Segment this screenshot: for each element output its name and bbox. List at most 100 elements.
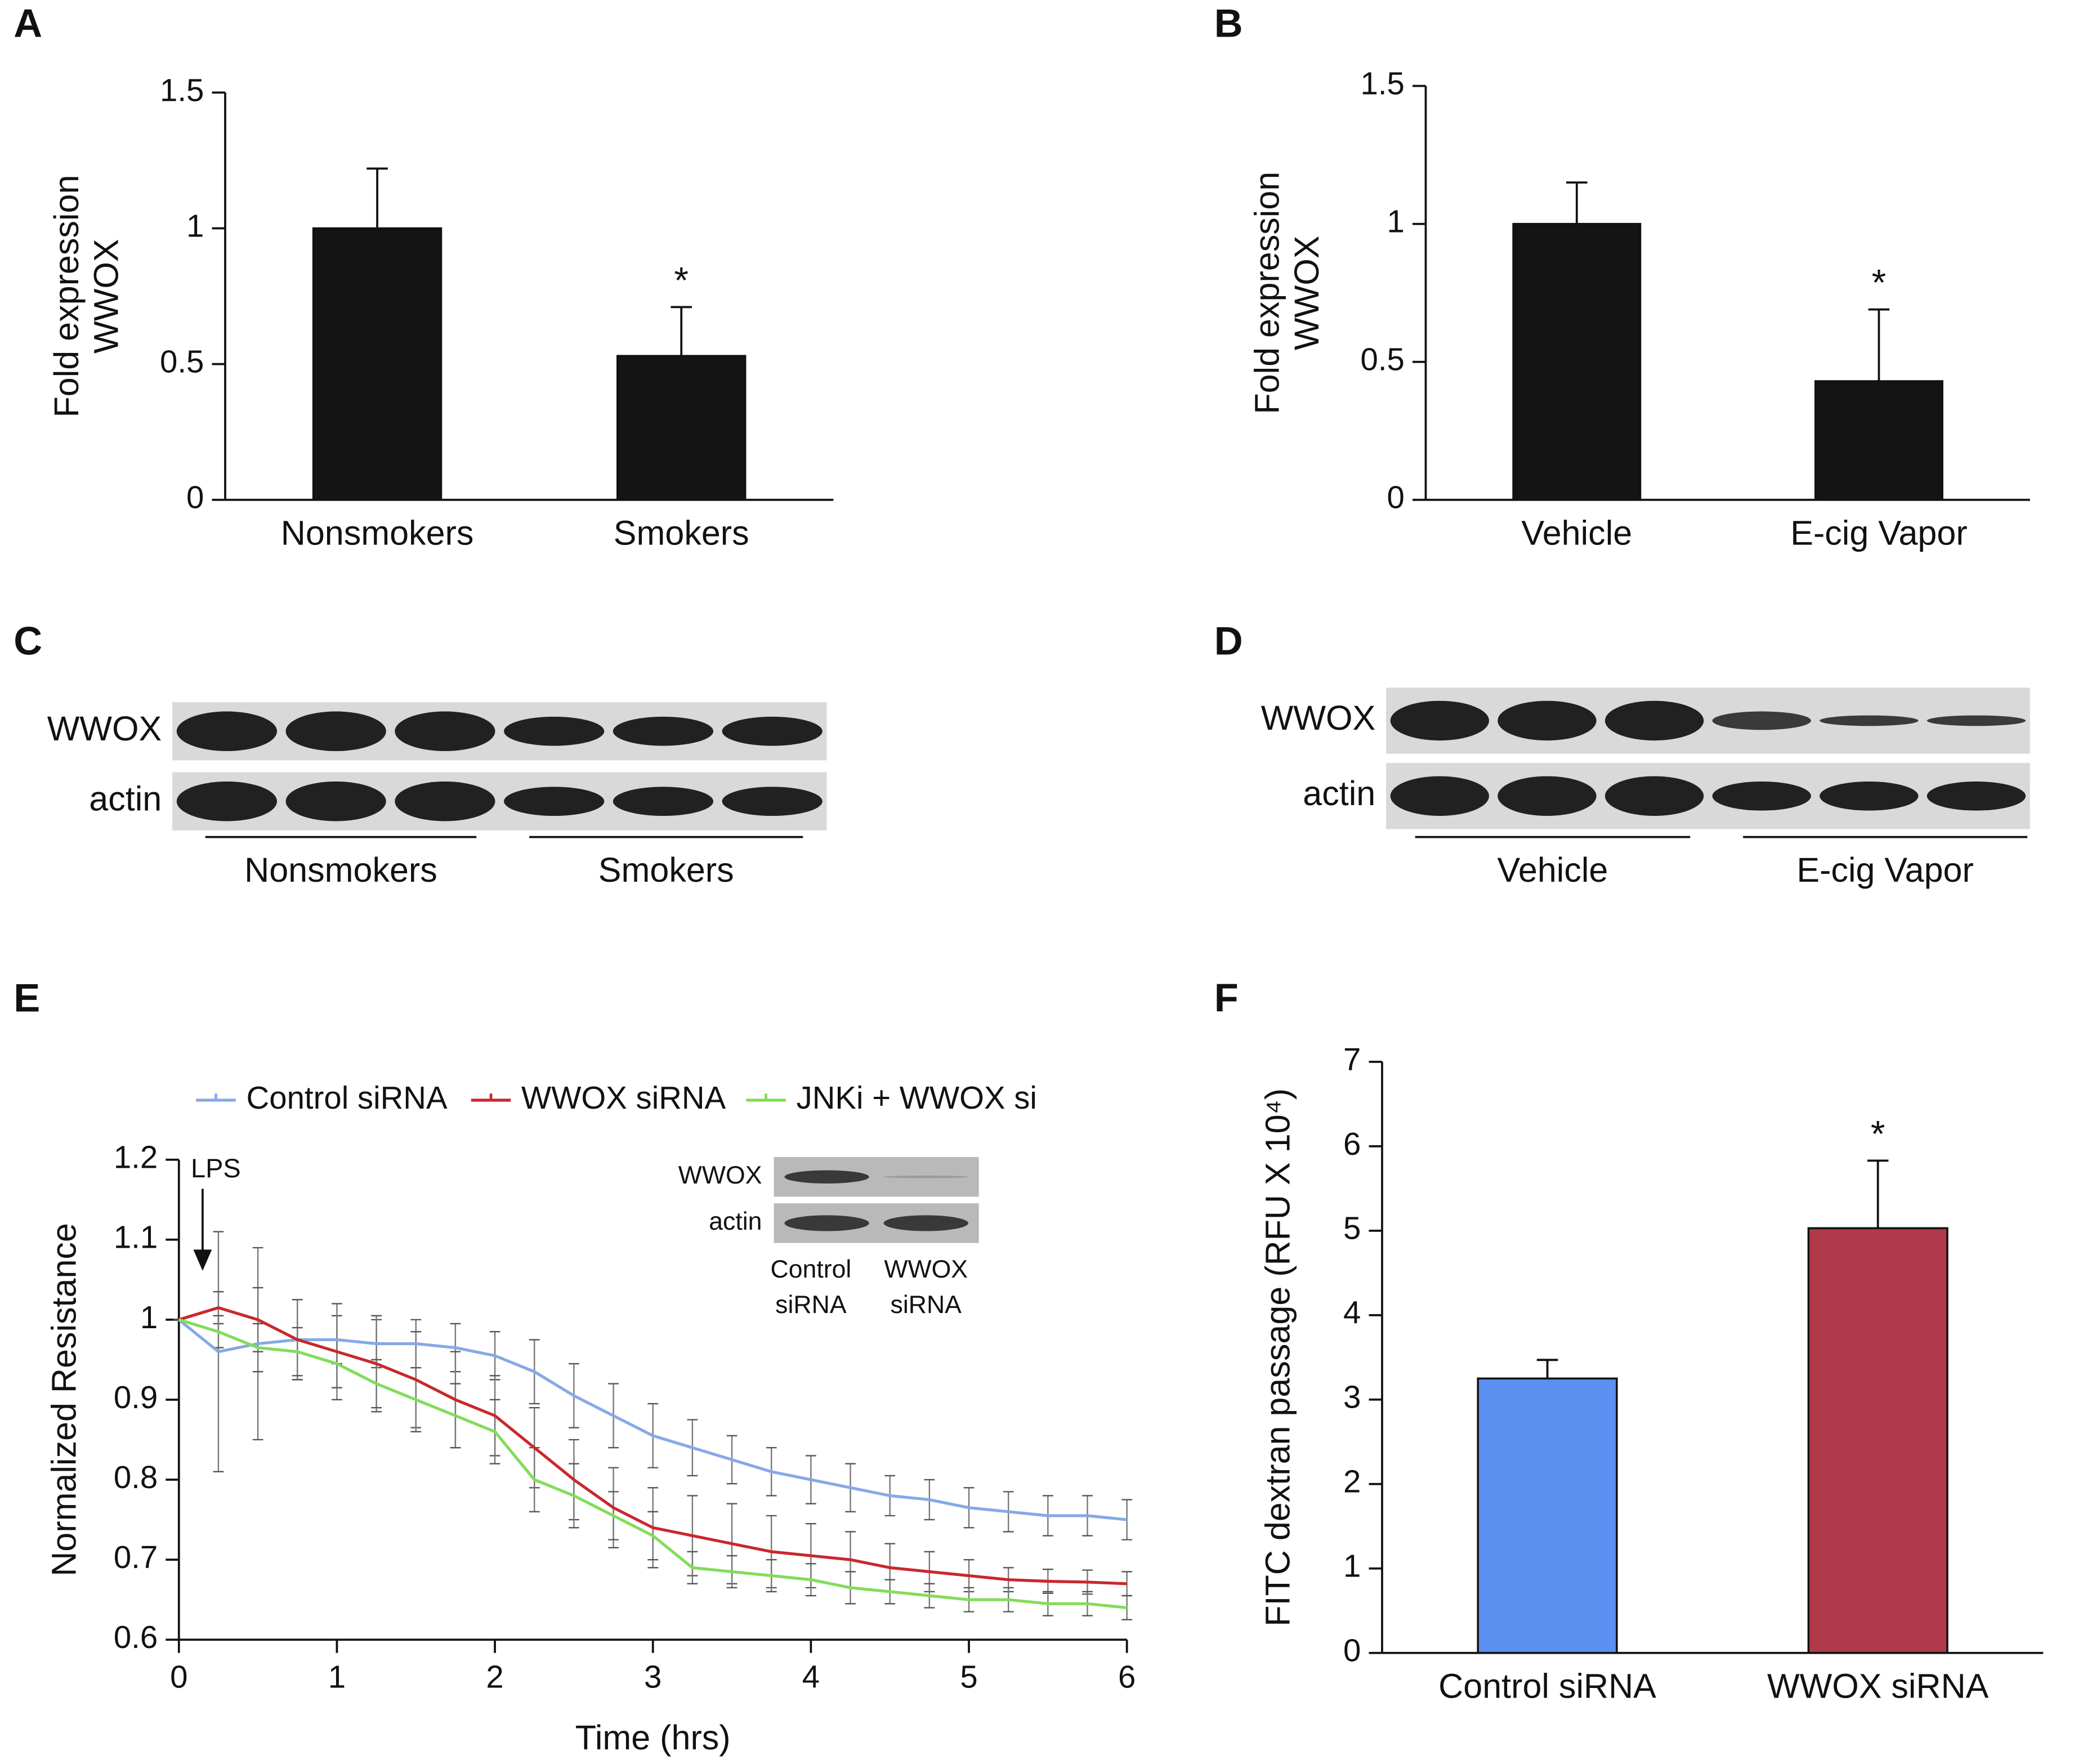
blot-band: [1820, 715, 1919, 726]
legend-label: WWOX siRNA: [521, 1080, 726, 1115]
panel-letter: A: [14, 1, 42, 46]
blot-band: [883, 1175, 968, 1178]
y-axis-label: WWOX: [1288, 235, 1326, 350]
y-tick-label: 0: [1387, 480, 1405, 515]
blot-band: [613, 716, 714, 746]
blot-group-label: Vehicle: [1498, 851, 1608, 889]
blot-band: [1604, 776, 1704, 816]
blot-column-label: siRNA: [775, 1291, 847, 1319]
bar: [1512, 222, 1642, 501]
y-axis-label: Fold expression: [1248, 172, 1286, 414]
y-tick-label: 1.5: [1361, 66, 1405, 101]
y-tick-label: 0: [186, 480, 204, 515]
y-tick-label: 7: [1343, 1042, 1361, 1077]
bar: [1477, 1377, 1618, 1654]
blot-group-label: Smokers: [598, 851, 734, 889]
significance-mark: *: [674, 259, 689, 301]
blot-column-label: WWOX: [884, 1256, 968, 1283]
series-line: [178, 1318, 1127, 1521]
y-axis-label: Normalized Resistance: [44, 1223, 83, 1577]
x-tick-label: 1: [328, 1659, 346, 1695]
y-axis-label: WWOX: [87, 239, 125, 353]
blot-row-label: WWOX: [1261, 699, 1375, 737]
y-tick-label: 0: [1343, 1633, 1361, 1668]
blot-row-label: actin: [709, 1208, 762, 1235]
blot-strip: [1386, 687, 2030, 754]
bar: [616, 355, 747, 501]
y-tick-label: 4: [1343, 1295, 1361, 1330]
blot-band: [784, 1215, 869, 1231]
y-tick-label: 1.2: [114, 1140, 158, 1175]
error-bar: [1536, 1359, 1558, 1379]
x-axis-label: Time (hrs): [575, 1718, 731, 1757]
x-tick-label: 2: [486, 1659, 503, 1695]
blot-group-label: E-cig Vapor: [1796, 851, 1973, 889]
y-tick-label: 1: [1387, 204, 1405, 239]
blot-band: [176, 711, 278, 751]
y-tick-label: 0.7: [114, 1539, 158, 1575]
error-bar: [366, 167, 388, 229]
y-tick-label: 0.6: [114, 1619, 158, 1655]
blot-band: [395, 711, 495, 751]
x-tick-label: 5: [960, 1659, 977, 1695]
legend-label: Control siRNA: [247, 1080, 448, 1115]
blot-band: [613, 787, 714, 816]
blot-band: [1604, 700, 1704, 741]
blot-band: [176, 781, 278, 821]
x-tick-label: Nonsmokers: [281, 513, 474, 552]
blot-band: [504, 716, 605, 746]
x-tick-label: 6: [1118, 1659, 1136, 1695]
blot-band: [504, 787, 605, 816]
y-tick-label: 2: [1343, 1464, 1361, 1499]
y-axis-label: FITC dextran passage (RFU X 10⁴): [1258, 1088, 1297, 1627]
panel-letter: F: [1214, 975, 1239, 1020]
y-tick-label: 0.5: [160, 344, 204, 379]
x-tick-label: 4: [802, 1659, 820, 1695]
blot-band: [1498, 776, 1597, 816]
panel-letter: C: [14, 618, 42, 663]
y-tick-label: 0.5: [1361, 342, 1405, 377]
blot-band: [1927, 781, 2026, 811]
y-tick-label: 1: [186, 208, 204, 243]
panel-letter: D: [1214, 618, 1243, 663]
x-tick-label: WWOX siRNA: [1767, 1667, 1989, 1705]
y-tick-label: 1: [1343, 1548, 1361, 1584]
series-line: [178, 1306, 1127, 1586]
panel-letter: B: [1214, 1, 1243, 46]
x-tick-label: Smokers: [614, 513, 749, 552]
blot-band: [722, 787, 823, 816]
blot-row-label: actin: [89, 779, 162, 818]
blot-column-label: siRNA: [891, 1291, 962, 1319]
error-bar: [1868, 308, 1890, 382]
y-tick-label: 6: [1343, 1126, 1361, 1162]
blot-band: [285, 711, 386, 751]
y-tick-label: 0.8: [114, 1459, 158, 1495]
blot-band: [1712, 781, 1811, 811]
y-tick-label: 5: [1343, 1211, 1361, 1246]
x-tick-label: Vehicle: [1521, 513, 1632, 552]
y-tick-label: 0.9: [114, 1379, 158, 1415]
blot-band: [285, 781, 386, 821]
blot-band: [1390, 700, 1490, 741]
blot-band: [395, 781, 495, 821]
blot-strip: [172, 772, 827, 830]
x-tick-label: E-cig Vapor: [1790, 513, 1967, 552]
blot-band: [883, 1215, 968, 1231]
panel-letter: E: [14, 975, 40, 1020]
y-tick-label: 3: [1343, 1379, 1361, 1415]
error-bar: [1867, 1159, 1889, 1229]
y-axis-label: Fold expression: [47, 175, 86, 418]
blot-row-label: WWOX: [678, 1162, 762, 1189]
annotation-arrowhead: [193, 1249, 212, 1271]
blot-strip: [1386, 763, 2030, 829]
blot-band: [1498, 700, 1597, 741]
blot-band: [1390, 776, 1490, 816]
blot-band: [1712, 711, 1811, 730]
y-tick-label: 1.1: [114, 1220, 158, 1255]
annotation: LPS: [191, 1153, 241, 1183]
blot-band: [1927, 715, 2026, 726]
significance-mark: *: [1872, 262, 1887, 303]
blot-column-label: Control: [770, 1256, 851, 1283]
x-tick-label: 0: [170, 1659, 187, 1695]
